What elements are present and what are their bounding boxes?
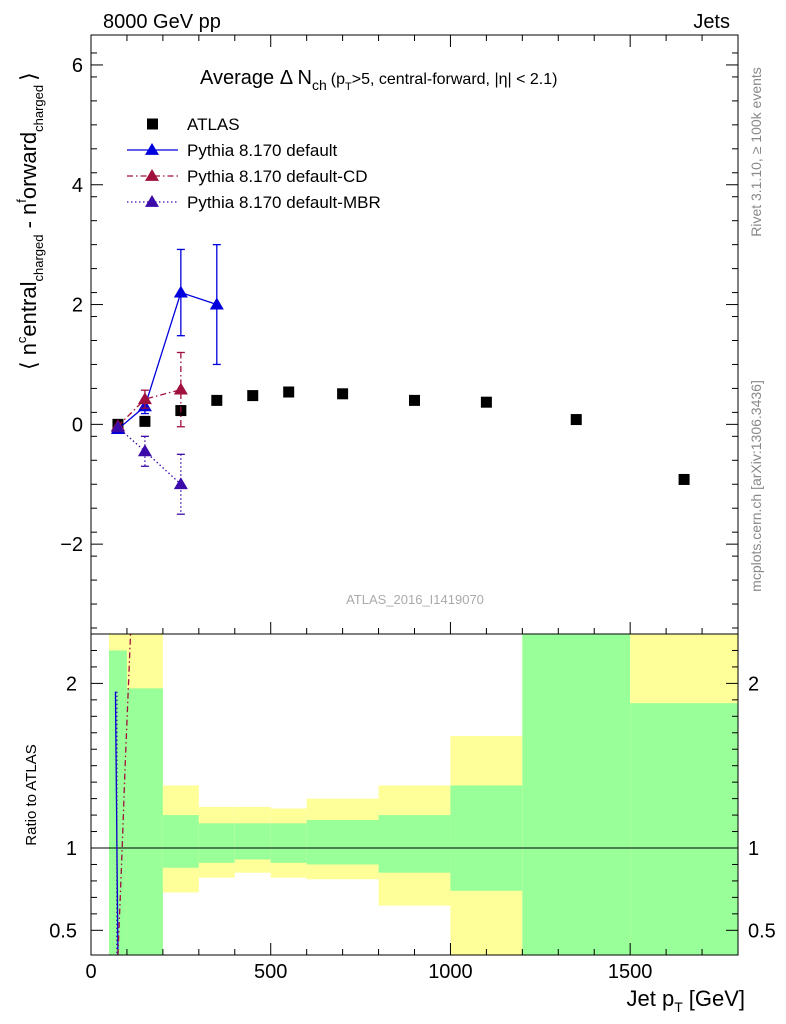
ratio-line: [117, 633, 132, 956]
green-band-4: [234, 823, 271, 860]
mcplots-text: mcplots.cern.ch [arXiv:1306.3436]: [748, 380, 764, 592]
main-ytick-label: −2: [60, 534, 83, 556]
green-band-9: [522, 634, 631, 955]
atlas-point: [247, 390, 259, 402]
green-band-1: [126, 688, 163, 955]
main-ytick-label: 0: [72, 414, 83, 436]
ratio-ytick-label: 0.5: [49, 920, 77, 942]
atlas-point: [570, 414, 582, 426]
legend-marker: [145, 195, 159, 207]
ratio-bands: [108, 634, 738, 955]
ratio-ytick-label: 2: [66, 673, 77, 695]
series-pythia-8-170-default: [110, 243, 224, 435]
green-band-0: [108, 650, 127, 955]
rivet-version-text: Rivet 3.1.10, ≥ 100k events: [748, 67, 764, 237]
atlas-point: [337, 388, 349, 400]
main-ytick-label: 4: [72, 175, 83, 197]
ratio-ytick-label-right: 0.5: [748, 920, 776, 942]
legend-label: Pythia 8.170 default: [187, 141, 338, 160]
green-band-8: [450, 785, 523, 891]
atlas-point: [211, 394, 223, 406]
ratio-line: [114, 691, 119, 956]
atlas-point: [283, 386, 295, 398]
legend-label: Pythia 8.170 default-CD: [187, 167, 368, 186]
ratio-series-layer: [114, 633, 132, 956]
series-point: [173, 382, 188, 395]
series-point: [137, 444, 152, 457]
legend-item: Pythia 8.170 default-CD: [127, 167, 368, 186]
legend: ATLAS Pythia 8.170 default Pythia 8.170 de…: [127, 115, 381, 212]
main-ytick-label: 2: [72, 295, 83, 317]
legend-label: ATLAS: [187, 115, 240, 134]
green-band-2: [162, 815, 199, 868]
ratio-ytick-label-right: 1: [748, 838, 759, 860]
series-point: [209, 297, 224, 310]
xtick-label: 0: [85, 961, 96, 983]
legend-label: Pythia 8.170 default-MBR: [187, 193, 381, 212]
green-band-10: [630, 703, 738, 955]
series-point: [137, 392, 152, 405]
main-ytick-label: 6: [72, 55, 83, 77]
analysis-id: ATLAS_2016_I1419070: [346, 592, 484, 607]
green-band-6: [306, 820, 379, 865]
x-axis-label: Jet pT [GeV]: [626, 986, 745, 1015]
atlas-point: [409, 394, 420, 406]
ratio-y-axis-label: Ratio to ATLAS: [23, 744, 40, 845]
series-point: [173, 477, 188, 490]
series-layer: [110, 243, 690, 515]
ratio-ytick-label: 1: [66, 838, 77, 860]
xtick-label: 1000: [428, 961, 473, 983]
series-atlas: [112, 386, 690, 485]
series-point: [110, 420, 125, 433]
green-band-5: [270, 823, 307, 863]
legend-item: ATLAS: [147, 115, 240, 134]
green-band-7: [378, 815, 451, 873]
header-right: Jets: [693, 11, 730, 33]
xtick-label: 500: [254, 961, 287, 983]
ratio-ytick-label-right: 2: [748, 673, 759, 695]
atlas-point: [678, 473, 690, 485]
axis-ticks: −2 0 2 4 6 0 500 1000 1500 0.5 0.5 1 1 2 2: [49, 35, 776, 983]
legend-item: Pythia 8.170 default: [127, 141, 338, 160]
series-pythia-8-170-default-mbr: [110, 420, 188, 515]
legend-marker: [147, 118, 158, 130]
legend-marker: [145, 143, 159, 155]
atlas-point: [480, 396, 492, 408]
green-band-3: [198, 823, 235, 863]
xtick-label: 1500: [608, 961, 653, 983]
series-point: [173, 285, 188, 298]
atlas-point: [139, 415, 151, 427]
series-line: [117, 291, 218, 430]
header-left: 8000 GeV pp: [103, 11, 221, 33]
legend-marker: [145, 169, 159, 181]
legend-item: Pythia 8.170 default-MBR: [127, 193, 381, 212]
plot-title: Average Δ Nch (pT>5, central-forward, |η|…: [200, 67, 557, 93]
main-y-axis-label: ⟨ ncentralcharged - nforwardcharged⟩: [14, 72, 46, 370]
